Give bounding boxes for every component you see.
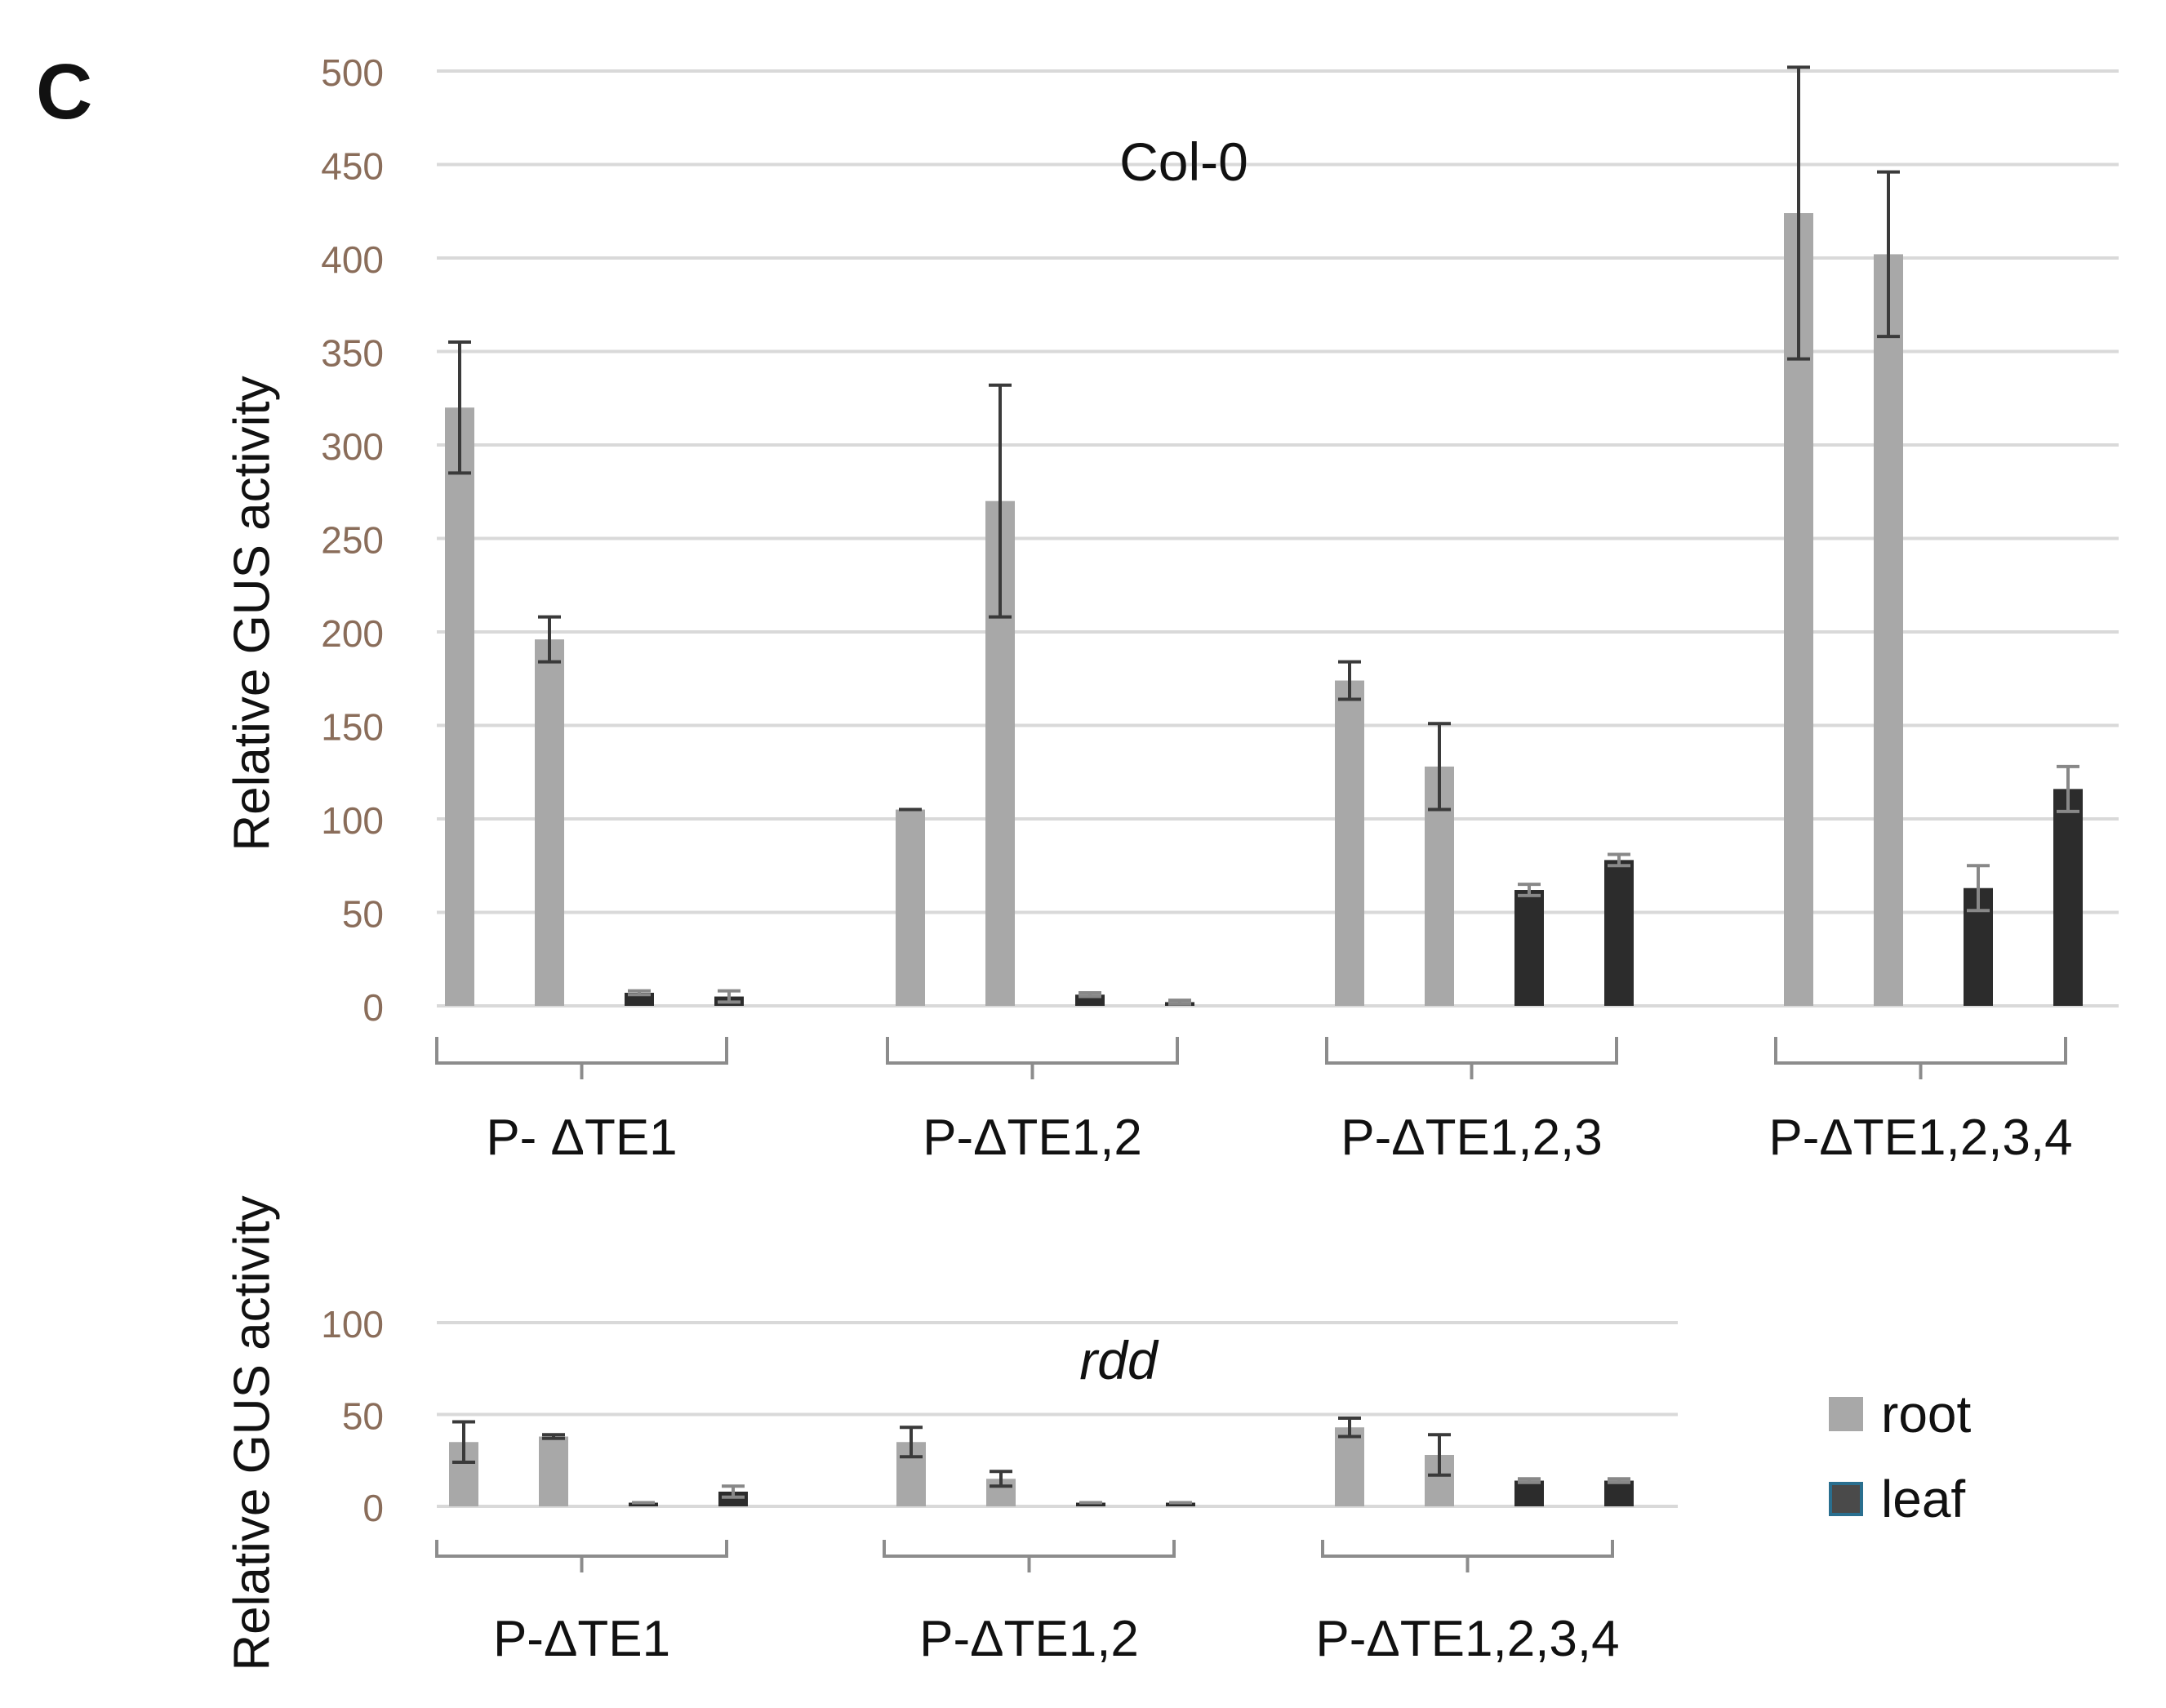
- rdd-bar-leaf: [1076, 1502, 1105, 1506]
- legend-label-leaf: leaf: [1881, 1470, 1966, 1528]
- col0-group-label: P-ΔTE1,2,3: [1341, 1110, 1603, 1166]
- col0-group-bracket: [886, 1037, 1179, 1065]
- legend-label-root: root: [1881, 1385, 1972, 1443]
- col0-y-tick-label: 100: [321, 799, 384, 842]
- rdd-bar-leaf: [1166, 1502, 1195, 1506]
- panel-label: C: [36, 48, 93, 136]
- col0-group-bracket: [1774, 1037, 2067, 1065]
- col0-bar-root: [896, 809, 925, 1006]
- rdd-chart-title: rdd: [1079, 1330, 1158, 1390]
- col0-bar-root: [1874, 254, 1903, 1006]
- rdd-bar-leaf: [718, 1492, 748, 1506]
- col0-bar-root: [1335, 680, 1364, 1006]
- col0-bar-root: [535, 639, 564, 1006]
- col0-y-tick-label: 250: [321, 519, 384, 562]
- col0-group-bracket: [435, 1037, 728, 1065]
- rdd-group-label: P-ΔTE1,2: [919, 1611, 1139, 1667]
- legend-swatch-root: [1829, 1397, 1863, 1431]
- col0-y-tick-label: 200: [321, 612, 384, 655]
- col0-group-label: P-ΔTE1,2,3,4: [1768, 1110, 2073, 1166]
- rdd-group-bracket: [435, 1540, 728, 1558]
- col0-y-tick-label: 300: [321, 425, 384, 468]
- rdd-group-label: P-ΔTE1,2,3,4: [1315, 1611, 1620, 1667]
- col0-y-tick-label: 0: [362, 986, 384, 1029]
- rdd-y-tick-label: 50: [342, 1395, 384, 1438]
- col0-y-tick-label: 350: [321, 332, 384, 375]
- col0-y-tick-label: 400: [321, 238, 384, 281]
- col0-y-tick-label: 500: [321, 51, 384, 94]
- col0-bar-leaf: [1604, 860, 1634, 1006]
- col0-bar-root: [445, 407, 474, 1006]
- col0-group-label: P- ΔTE1: [486, 1110, 678, 1166]
- col0-chart-title: Col-0: [1119, 131, 1248, 192]
- rdd-bar-leaf: [1604, 1480, 1634, 1506]
- rdd-group-label: P-ΔTE1: [492, 1611, 671, 1667]
- legend-item-leaf: leaf: [1829, 1457, 1971, 1541]
- col0-y-tick-label: 50: [342, 893, 384, 936]
- col0-y-tick-label: 150: [321, 706, 384, 749]
- rdd-bar-leaf: [1514, 1480, 1544, 1506]
- legend: root leaf: [1829, 1372, 1971, 1541]
- col0-y-axis-label: Relative GUS activity: [224, 376, 281, 852]
- col0-bar-leaf: [2053, 789, 2083, 1006]
- rdd-y-tick-label: 0: [362, 1487, 384, 1529]
- rdd-bar-root: [1335, 1427, 1364, 1506]
- rdd-bar-root: [539, 1436, 568, 1506]
- col0-group-bracket: [1325, 1037, 1618, 1065]
- col0-group-label: P-ΔTE1,2: [923, 1110, 1142, 1166]
- rdd-y-axis-label: Relative GUS activity: [224, 1195, 281, 1671]
- legend-item-root: root: [1829, 1372, 1971, 1457]
- legend-swatch-leaf: [1829, 1482, 1863, 1516]
- rdd-group-bracket: [1321, 1540, 1614, 1558]
- col0-y-tick-label: 450: [321, 145, 384, 188]
- col0-bar-leaf: [1514, 890, 1544, 1006]
- rdd-y-tick-label: 100: [321, 1303, 384, 1345]
- rdd-bar-leaf: [629, 1502, 658, 1506]
- rdd-group-bracket: [883, 1540, 1176, 1558]
